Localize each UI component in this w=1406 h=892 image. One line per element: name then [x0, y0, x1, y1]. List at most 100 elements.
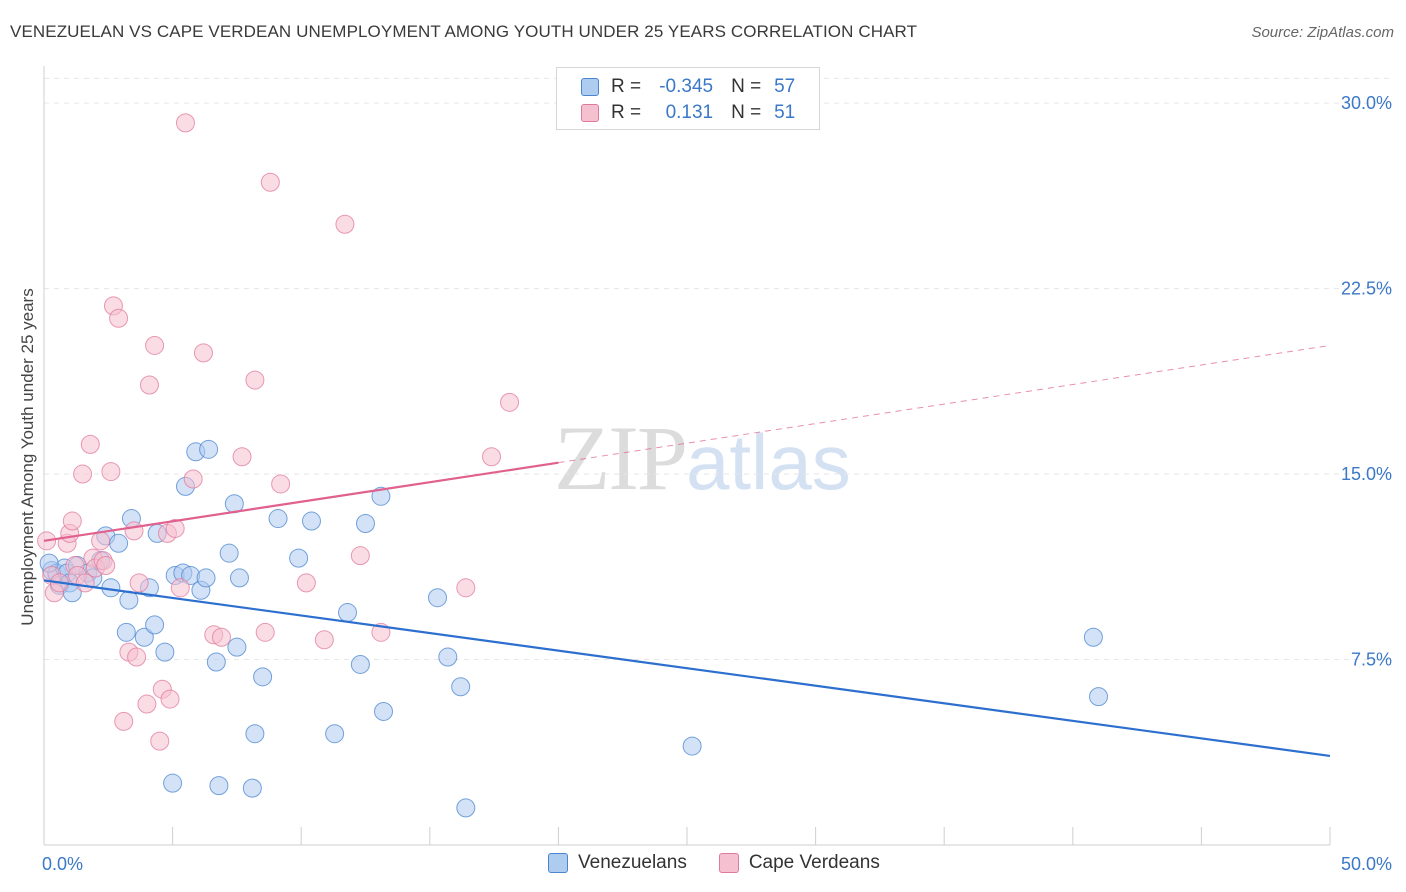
- venezuelan-point: [374, 701, 394, 721]
- venezuelan-point: [325, 724, 345, 744]
- legend-label-venezuelans: Venezuelans: [578, 852, 687, 873]
- trend-line-cape-verdeans: [43, 461, 559, 542]
- legend-item-venezuelans[interactable]: Venezuelans: [548, 852, 687, 874]
- cape-verdean-point: [124, 521, 144, 541]
- cape-verdean-point: [296, 573, 316, 593]
- legend-swatch-venezuelans: [581, 78, 599, 96]
- y-tick-label: 15.0%: [1341, 464, 1392, 484]
- venezuelan-point: [245, 724, 265, 744]
- legend-n-label: N =: [731, 102, 762, 123]
- legend-r-value: 0.131: [665, 102, 714, 123]
- tick-layer: 7.5% 15.0% 22.5% 30.0% 0.0% 50.0%: [42, 93, 1392, 874]
- cape-verdean-point: [350, 546, 370, 566]
- cape-verdean-point: [500, 392, 520, 412]
- venezuelan-point: [350, 654, 370, 674]
- legend-swatch-cape-verdeans: [718, 853, 739, 873]
- venezuelan-point: [227, 637, 247, 657]
- points-layer: [37, 113, 1109, 818]
- trend-line-venezuelans: [43, 579, 1331, 758]
- cape-verdean-point: [150, 731, 170, 751]
- cape-verdean-point: [175, 113, 195, 133]
- cape-verdean-point: [456, 578, 476, 598]
- cape-verdean-point: [260, 172, 280, 192]
- legend-row-cape-verdeans: R = 0.131 N = 51: [581, 101, 795, 125]
- cape-verdean-point: [145, 335, 165, 355]
- cape-verdean-point: [335, 214, 355, 234]
- venezuelan-point: [1083, 627, 1103, 647]
- legend-swatch-cape-verdeans: [581, 104, 599, 122]
- venezuelan-point: [268, 509, 288, 529]
- legend-n-label: N =: [731, 76, 762, 97]
- cape-verdean-point: [193, 343, 213, 363]
- venezuelan-point: [196, 568, 216, 588]
- venezuelan-point: [145, 615, 165, 635]
- venezuelan-point: [229, 568, 249, 588]
- venezuelan-point: [219, 543, 239, 563]
- cape-verdean-point: [271, 474, 291, 494]
- cape-verdean-point: [80, 434, 100, 454]
- legend-swatch-venezuelans: [548, 853, 568, 873]
- trend-line-cape-verdeans-extension: [558, 344, 1331, 464]
- legend-n-value: 51: [774, 102, 796, 123]
- cape-verdean-point: [314, 630, 334, 650]
- cape-verdean-point: [165, 518, 185, 538]
- venezuelan-point: [428, 588, 448, 608]
- legend-r-label: R =: [611, 76, 642, 97]
- trend-layer: [43, 344, 1331, 758]
- venezuelan-point: [163, 773, 183, 793]
- legend-r-label: R =: [611, 102, 642, 123]
- cape-verdean-point: [482, 447, 502, 467]
- legend-n-value: 57: [774, 76, 796, 97]
- venezuelan-point: [209, 776, 229, 796]
- venezuelan-point: [451, 677, 471, 697]
- venezuelan-point: [682, 736, 702, 756]
- venezuelan-point: [1089, 687, 1109, 707]
- cape-verdean-point: [255, 622, 275, 642]
- cape-verdean-point: [73, 464, 93, 484]
- venezuelan-point: [155, 642, 175, 662]
- venezuelan-point: [456, 798, 476, 818]
- cape-verdean-point: [183, 469, 203, 489]
- venezuelan-point: [371, 486, 391, 506]
- source-label: Source: ZipAtlas.com: [1251, 24, 1394, 41]
- cape-verdean-point: [170, 578, 190, 598]
- venezuelan-point: [199, 439, 219, 459]
- legend-item-cape-verdeans[interactable]: Cape Verdeans: [718, 852, 880, 874]
- cape-verdean-point: [211, 627, 231, 647]
- venezuelan-point: [438, 647, 458, 667]
- cape-verdean-point: [96, 556, 116, 576]
- cape-verdean-point: [114, 711, 134, 731]
- y-tick-label: 30.0%: [1341, 93, 1392, 113]
- cape-verdean-point: [160, 689, 180, 709]
- cape-verdean-point: [109, 308, 129, 328]
- venezuelan-point: [356, 514, 375, 534]
- cape-verdean-point: [232, 447, 252, 467]
- venezuelan-point: [206, 652, 226, 672]
- x-tick-label: 0.0%: [42, 854, 83, 874]
- cape-verdean-point: [101, 462, 121, 482]
- legend-row-venezuelans: R = -0.345 N = 57: [581, 75, 795, 99]
- cape-verdean-point: [91, 531, 111, 551]
- venezuelan-point: [116, 622, 136, 642]
- cape-verdean-point: [137, 694, 157, 714]
- series-legend: Venezuelans Cape Verdeans: [548, 852, 912, 874]
- cape-verdean-point: [245, 370, 265, 390]
- cape-verdean-point: [129, 573, 149, 593]
- correlation-legend: R = -0.345 N = 57 R = 0.131 N = 51: [556, 67, 820, 130]
- legend-label-cape-verdeans: Cape Verdeans: [748, 852, 880, 873]
- venezuelan-point: [109, 533, 129, 553]
- y-tick-label: 7.5%: [1351, 650, 1392, 670]
- y-tick-label: 22.5%: [1341, 279, 1392, 299]
- venezuelan-point: [134, 627, 154, 647]
- venezuelan-point: [337, 603, 357, 623]
- venezuelan-point: [289, 548, 309, 568]
- cape-verdean-point: [62, 511, 82, 531]
- axis-layer: [43, 66, 1331, 846]
- venezuelan-point: [301, 511, 321, 531]
- cape-verdean-point: [139, 375, 159, 395]
- x-tick-label: 50.0%: [1341, 854, 1392, 874]
- venezuelan-point: [253, 667, 273, 687]
- venezuelan-point: [242, 778, 262, 798]
- chart-title: VENEZUELAN VS CAPE VERDEAN UNEMPLOYMENT …: [10, 22, 918, 41]
